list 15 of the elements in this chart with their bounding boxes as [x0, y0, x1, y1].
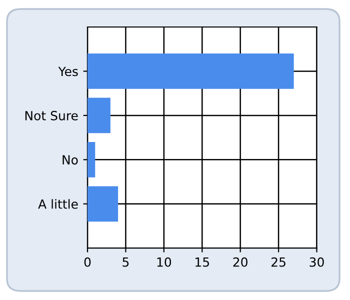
x-tick-label: 20 — [233, 257, 248, 267]
bar — [88, 142, 96, 178]
bar — [88, 186, 118, 222]
x-tick-label: 25 — [272, 257, 286, 267]
x-tick-label: 30 — [310, 257, 324, 267]
x-tick-label: 10 — [157, 257, 172, 267]
bar — [88, 98, 110, 134]
y-tick-label: No — [62, 155, 78, 165]
x-tick-label: 5 — [122, 258, 129, 267]
y-tick-label: Yes — [58, 66, 78, 76]
bar — [88, 54, 294, 89]
x-tick-label: 15 — [196, 258, 209, 267]
x-tick-label: 0 — [84, 257, 91, 267]
y-tick-label: A little — [38, 199, 78, 209]
y-tick-label: Not Sure — [25, 110, 78, 120]
